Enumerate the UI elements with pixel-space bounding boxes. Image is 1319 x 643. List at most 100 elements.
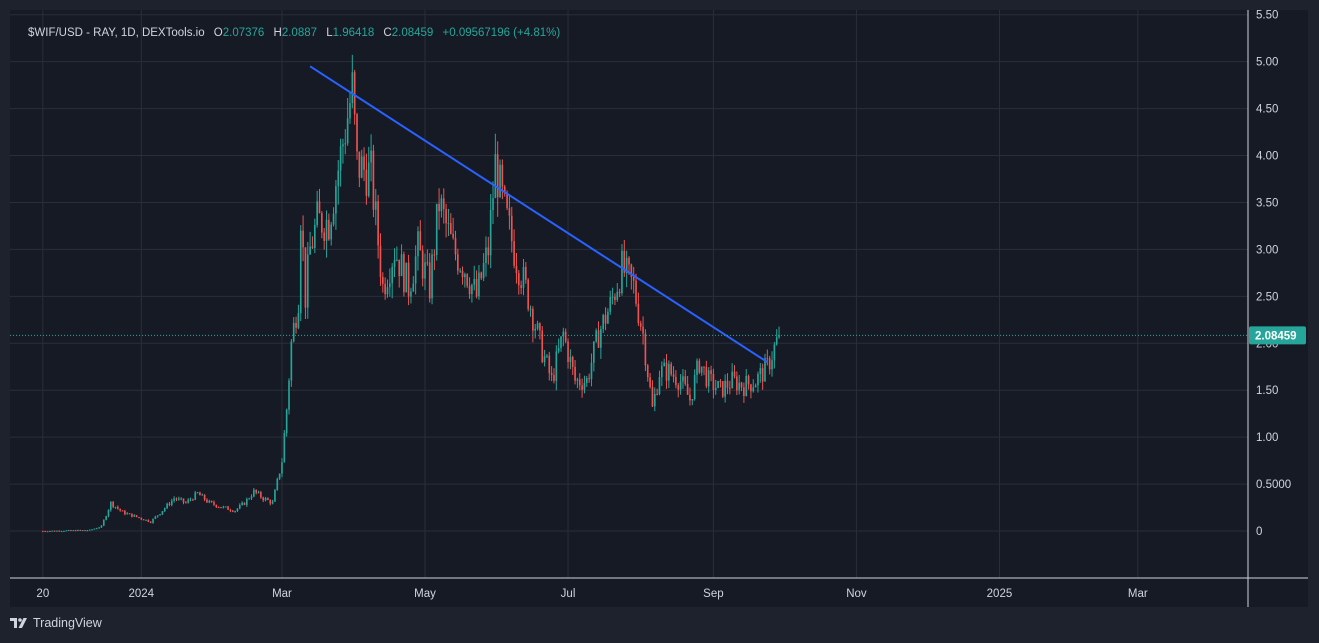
candle-down xyxy=(267,498,269,500)
y-tick-label: 3.00 xyxy=(1256,244,1278,256)
candle-up xyxy=(107,509,110,517)
candle-up xyxy=(485,247,487,264)
close-label: C xyxy=(383,27,392,39)
candle-up xyxy=(759,368,762,375)
candle-up xyxy=(250,496,253,499)
candle-up xyxy=(775,337,778,345)
candle-up xyxy=(569,356,572,363)
candle-down xyxy=(452,233,454,238)
x-tick-label: May xyxy=(414,588,436,600)
descending-trendline[interactable] xyxy=(309,65,768,363)
candle-down xyxy=(433,254,436,256)
candle-up xyxy=(241,502,243,505)
candle-down xyxy=(384,283,386,295)
candle-down xyxy=(260,492,262,498)
candle-up xyxy=(173,498,175,501)
candle-down xyxy=(243,502,246,505)
candle-up xyxy=(593,341,595,363)
candle-up xyxy=(285,409,288,434)
candle-down xyxy=(726,380,729,388)
candle-down xyxy=(710,370,712,374)
x-tick-label: Sep xyxy=(703,588,723,600)
candle-down xyxy=(457,254,459,271)
candle-up xyxy=(471,284,473,295)
candle-down xyxy=(517,273,520,286)
candle-down xyxy=(639,323,642,327)
last-price-label: 2.08459 xyxy=(1255,330,1297,342)
y-tick-label: 1.50 xyxy=(1256,385,1278,397)
candle-down xyxy=(262,497,265,501)
candle-up xyxy=(283,433,286,463)
candle-down xyxy=(705,366,708,387)
candle-down xyxy=(323,232,326,241)
candle-up xyxy=(224,506,227,508)
candle-up xyxy=(110,501,112,510)
candle-up xyxy=(405,262,408,293)
candle-up xyxy=(534,328,537,331)
candle-up xyxy=(707,370,710,387)
candle-up xyxy=(156,515,159,517)
x-tick-label: Jul xyxy=(561,588,576,600)
candle-down xyxy=(311,246,314,248)
symbol-label: $WIF/USD - RAY, 1D, DEXTools.io xyxy=(28,27,205,39)
candle-down xyxy=(604,314,607,324)
candle-down xyxy=(426,262,429,264)
candlestick-chart[interactable]: 00.50001.001.502.002.503.003.504.004.505… xyxy=(10,10,1308,607)
candle-up xyxy=(196,492,199,494)
candle-down xyxy=(185,502,187,504)
candle-down xyxy=(215,504,218,508)
candle-up xyxy=(189,499,192,501)
candle-up xyxy=(754,385,757,388)
candle-up xyxy=(161,511,164,515)
candle-up xyxy=(86,530,89,532)
candle-down xyxy=(231,510,234,512)
y-tick-label: 4.00 xyxy=(1256,151,1278,163)
tradingview-logo-icon[interactable] xyxy=(10,618,28,628)
candle-up xyxy=(264,498,267,501)
candle-down xyxy=(729,387,731,389)
candle-down xyxy=(168,503,171,505)
candle-up xyxy=(98,527,100,529)
candle-up xyxy=(435,203,438,255)
candle-up xyxy=(344,143,347,145)
candle-down xyxy=(588,378,590,380)
candle-down xyxy=(581,385,583,390)
candle-up xyxy=(288,380,290,410)
candle-up xyxy=(51,530,54,532)
candle-down xyxy=(419,231,422,251)
candle-down xyxy=(719,381,722,383)
x-tick-label: Nov xyxy=(846,588,867,600)
candle-up xyxy=(757,374,759,386)
candle-down xyxy=(644,333,647,366)
candle-down xyxy=(541,330,544,363)
candle-down xyxy=(527,279,529,310)
candle-up xyxy=(752,387,755,392)
candle-up xyxy=(583,382,586,390)
candle-up xyxy=(299,230,302,314)
candle-up xyxy=(557,348,560,352)
candle-up xyxy=(724,380,726,397)
candle-up xyxy=(424,262,426,279)
candle-up xyxy=(67,530,70,532)
candle-up xyxy=(447,223,450,225)
candle-down xyxy=(421,250,424,279)
x-tick-label: 2025 xyxy=(987,588,1013,600)
y-tick-label: 3.50 xyxy=(1256,197,1278,209)
candle-up xyxy=(133,515,136,517)
candle-down xyxy=(44,531,46,533)
candle-up xyxy=(396,259,398,261)
candle-up xyxy=(679,381,682,390)
candle-up xyxy=(492,198,494,211)
candle-down xyxy=(480,272,483,279)
candle-down xyxy=(192,499,194,501)
chart-panel[interactable]: 00.50001.001.502.002.503.003.504.004.505… xyxy=(10,10,1308,607)
candle-down xyxy=(747,375,750,385)
candle-up xyxy=(590,362,593,380)
candle-down xyxy=(213,502,215,505)
candle-down xyxy=(548,355,551,374)
candle-up xyxy=(152,518,154,523)
candle-up xyxy=(313,225,316,248)
candle-down xyxy=(428,262,431,299)
brand-label[interactable]: TradingView xyxy=(33,616,102,630)
candle-up xyxy=(297,313,300,328)
